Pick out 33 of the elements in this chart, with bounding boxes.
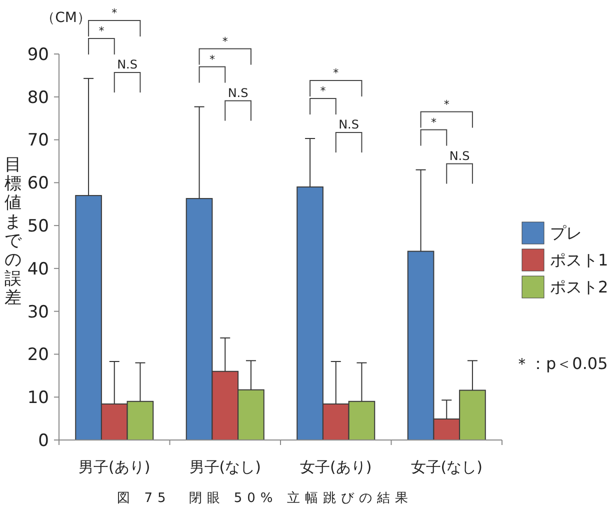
annotation: * (430, 116, 437, 129)
x-tick-label: 男子(なし) (189, 458, 261, 476)
annotation: * (320, 84, 326, 98)
text: （CM） (41, 10, 91, 26)
legend-label: ポスト2 (550, 278, 608, 297)
annotation: N.S (228, 86, 248, 100)
annotation: N.S (449, 148, 470, 163)
annotation: * (444, 98, 450, 111)
x-tick-label: 男子(あり) (78, 458, 150, 476)
annotation: * (333, 66, 340, 80)
legend-label: ポスト1 (550, 250, 608, 270)
y-tick-label: 20 (27, 345, 49, 366)
legend-label: プレ (550, 224, 582, 243)
y-tick-label: 90 (27, 44, 49, 65)
annotation: N.S (117, 57, 138, 72)
y-tick-label: 80 (27, 88, 49, 108)
text: * (98, 24, 105, 38)
x-tick-label: 女子(なし) (410, 458, 482, 476)
text: * (222, 34, 228, 48)
annotation: * (209, 52, 216, 66)
y-tick-label: 10 (27, 388, 49, 408)
y-tick-label: 50 (27, 216, 49, 237)
text: * (112, 6, 118, 20)
y-tick-label: 0 (38, 430, 49, 451)
y-tick-label: 60 (27, 174, 49, 194)
annotation: N.S (338, 117, 360, 132)
text: ＊：p＜0.05 (514, 354, 608, 373)
y-axis-title: 目標値までの誤差 (4, 155, 22, 308)
text: 図 75 閉眼 50% 立幅跳びの結果 (117, 490, 413, 506)
y-tick-label: 30 (27, 302, 49, 322)
y-tick-label: 70 (27, 130, 49, 151)
y-tick-label: 40 (27, 259, 49, 280)
x-tick-label: 女子(あり) (300, 458, 372, 476)
